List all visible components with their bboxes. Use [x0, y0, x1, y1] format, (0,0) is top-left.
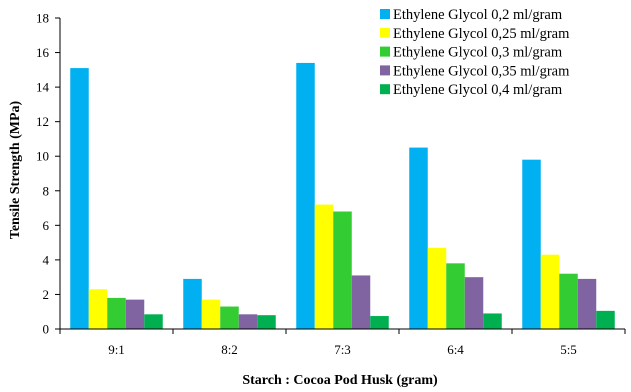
bar-6-4-series-3 [446, 263, 465, 329]
bar-8-2-series-5 [257, 315, 276, 329]
bar-9-1-series-4 [125, 299, 145, 329]
legend-swatch [380, 27, 390, 38]
bar-8-2-series-2 [201, 299, 221, 329]
x-axis-title: Starch : Cocoa Pod Husk (gram) [242, 373, 438, 388]
bar-5-5-series-1 [522, 159, 541, 329]
bar-7-3-series-5 [370, 316, 389, 329]
bar-7-3-series-2 [314, 204, 334, 329]
legend-swatch [380, 46, 390, 57]
x-tick-label: 9:1 [108, 342, 125, 357]
y-tick-label: 12 [36, 114, 49, 129]
legend-label: Ethylene Glycol 0,2 ml/gram [393, 7, 563, 23]
bar-5-5-series-4 [577, 278, 597, 329]
bar-6-4-series-5 [483, 313, 502, 329]
legend: Ethylene Glycol 0,2 ml/gram Ethylene Glyc… [380, 7, 570, 98]
y-axis-title: Tensile Strength (MPa) [8, 100, 23, 239]
bar-9-1-series-2 [88, 289, 108, 329]
y-tick-label: 0 [43, 322, 50, 337]
bar-7-3-series-1 [296, 62, 315, 330]
bar-5-5-series-3 [559, 273, 578, 329]
y-tick-label: 6 [43, 218, 50, 233]
bar-8-2-series-4 [238, 314, 258, 329]
x-tick-label: 7:3 [334, 342, 351, 357]
y-tick-label: 16 [36, 45, 50, 60]
plot-area: 0 2 4 6 8 10 12 14 16 18 9:1 8:2 7:3 6:4 5:5 [36, 11, 626, 357]
x-tick-label: 8:2 [221, 342, 238, 357]
legend-label: Ethylene Glycol 0,4 ml/gram [393, 82, 563, 98]
y-tick-label: 2 [43, 287, 50, 302]
y-tick-label: 18 [36, 11, 49, 26]
bar-8-2-series-3 [220, 306, 239, 329]
bar-6-4-series-2 [427, 247, 447, 329]
y-tick-label: 8 [43, 183, 50, 198]
y-tick-label: 4 [43, 252, 50, 267]
bar-7-3-series-3 [333, 211, 352, 329]
bar-9-1-series-3 [107, 297, 126, 329]
y-tick-label: 10 [36, 149, 49, 164]
bars [70, 62, 615, 330]
bar-5-5-series-2 [540, 254, 560, 329]
bar-8-2-series-1 [183, 278, 202, 329]
bar-5-5-series-5 [596, 310, 615, 329]
legend-swatch [380, 84, 390, 95]
legend-swatch [380, 65, 390, 76]
x-axis-ticks: 9:1 8:2 7:3 6:4 5:5 [59, 329, 626, 357]
bar-9-1-series-1 [70, 68, 89, 329]
bar-9-1-series-5 [144, 314, 163, 329]
legend-label: Ethylene Glycol 0,35 ml/gram [393, 63, 570, 79]
bar-6-4-series-4 [464, 277, 484, 329]
legend-label: Ethylene Glycol 0,3 ml/gram [393, 45, 563, 61]
bar-7-3-series-4 [351, 275, 371, 329]
bar-6-4-series-1 [409, 147, 428, 329]
y-tick-label: 14 [36, 80, 50, 95]
legend-swatch [380, 9, 390, 19]
x-tick-label: 5:5 [560, 342, 577, 357]
x-tick-label: 6:4 [447, 342, 464, 357]
legend-label: Ethylene Glycol 0,25 ml/gram [393, 26, 570, 42]
y-axis-ticks: 0 2 4 6 8 10 12 14 16 18 [36, 11, 60, 337]
